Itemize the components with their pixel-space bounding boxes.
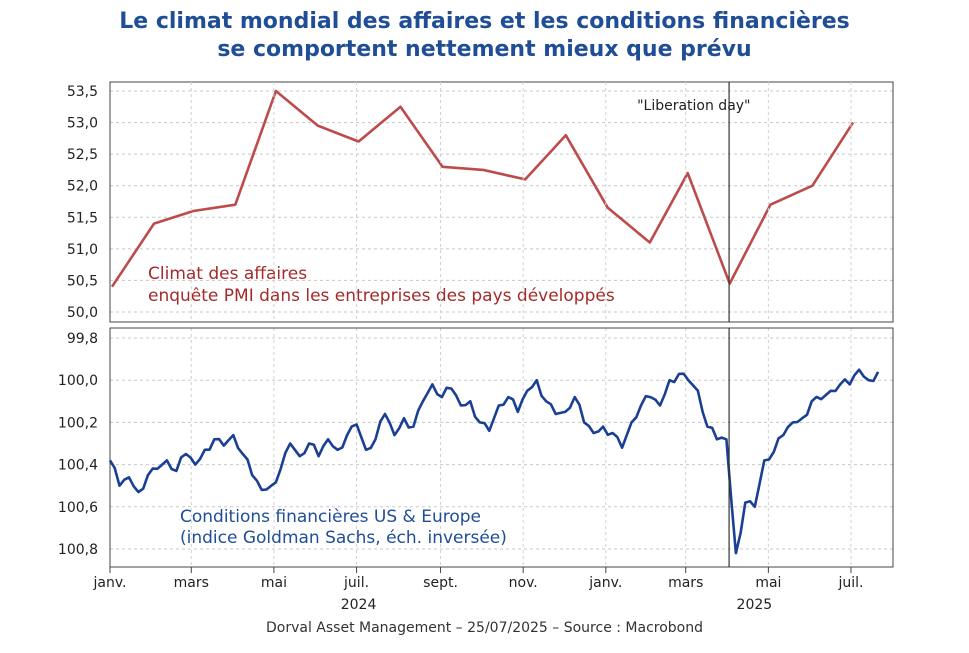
x-tick-label: juil. <box>343 575 369 591</box>
chart-title-line2: se comportent nettement mieux que prévu <box>217 37 752 62</box>
x-tick-label: mai <box>755 575 781 591</box>
x-year-label-2025: 2025 <box>737 597 773 613</box>
pmi-y-tick-label: 50,5 <box>67 273 98 289</box>
x-axis: janv. mars mai juil. sept. nov. janv. mars mai ju… <box>93 567 864 613</box>
chart-title-line1: Le climat mondial des affaires et les co… <box>119 9 850 34</box>
x-tick-label: mars <box>174 575 209 591</box>
pmi-y-tick-label: 51,5 <box>67 210 98 226</box>
pmi-y-tick-label: 53,5 <box>67 84 98 100</box>
pmi-y-tick-label: 50,0 <box>67 305 98 321</box>
pmi-y-tick-label: 51,0 <box>67 242 98 258</box>
pmi-y-tick-label: 52,0 <box>67 179 98 195</box>
x-tick-label: janv. <box>93 575 127 591</box>
liberation-day-marker: "Liberation day" <box>637 82 751 567</box>
fin-series-line <box>108 368 880 555</box>
pmi-series-label-line1: Climat des affaires <box>148 264 307 284</box>
source-note: Dorval Asset Management – 25/07/2025 – S… <box>265 620 704 636</box>
pmi-panel: 50,0 50,5 51,0 51,5 52,0 52,5 53,0 53,5 Climat d… <box>67 81 894 323</box>
fin-y-tick-label: 100,0 <box>58 373 98 389</box>
x-tick-label: mai <box>261 575 287 591</box>
pmi-series-label-line2: enquête PMI dans les entreprises des pay… <box>148 286 615 306</box>
fin-y-tick-label: 99,8 <box>67 331 98 347</box>
fin-frame <box>109 327 894 568</box>
x-tick-label: sept. <box>423 575 458 591</box>
x-year-label-2024: 2024 <box>341 597 377 613</box>
x-tick-label: juil. <box>838 575 864 591</box>
fin-series-label-line2: (indice Goldman Sachs, éch. inversée) <box>180 528 507 548</box>
pmi-y-tick-label: 53,0 <box>67 116 98 132</box>
pmi-frame <box>109 81 894 323</box>
fin-series-label-line1: Conditions financières US & Europe <box>180 507 481 527</box>
fin-y-tick-label: 100,8 <box>58 542 98 558</box>
financial-conditions-panel: 99,8 100,0 100,2 100,4 100,6 100,8 Conditions … <box>58 327 894 568</box>
fin-y-tick-label: 100,4 <box>58 458 98 474</box>
pmi-y-tick-label: 52,5 <box>67 147 98 163</box>
event-annotation: "Liberation day" <box>637 98 750 114</box>
x-tick-label: mars <box>668 575 703 591</box>
pmi-series-line <box>110 89 855 288</box>
x-tick-label: nov. <box>509 575 538 591</box>
x-tick-label: janv. <box>588 575 622 591</box>
fin-y-tick-label: 100,6 <box>58 500 98 516</box>
fin-y-tick-label: 100,2 <box>58 415 98 431</box>
